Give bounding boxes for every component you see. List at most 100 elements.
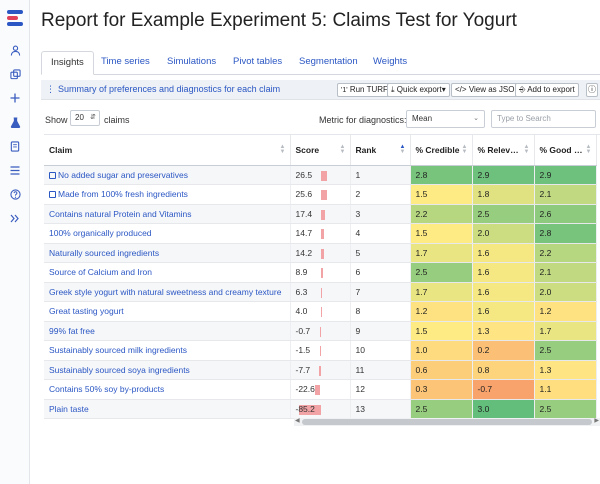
table-row[interactable]: Made from 100% fresh ingredients 25.6 2 1.5… xyxy=(44,184,597,205)
credible-cell: 2.8 xyxy=(410,165,473,185)
help-circle-icon: ⓘ xyxy=(588,85,596,94)
table-row[interactable]: Source of Calcium and Iron 8.9 6 2.5 1.6 2.1 xyxy=(44,262,597,283)
score-cell: -7.7 xyxy=(290,360,351,380)
table-row[interactable]: No added sugar and preservatives 26.5 1 2.8… xyxy=(44,165,597,185)
tab-segmentation[interactable]: Segmentation xyxy=(299,56,358,67)
claim-cell[interactable]: No added sugar and preservatives xyxy=(44,165,291,185)
relevant-cell: -0.7 xyxy=(472,379,535,400)
layers-icon[interactable] xyxy=(5,64,25,84)
relevant-cell: 1.8 xyxy=(472,184,535,205)
table-row[interactable]: Plain taste -85.2 13 2.5 3.0 2.5 xyxy=(44,399,597,419)
tab-time-series[interactable]: Time series xyxy=(101,56,150,67)
flask-icon[interactable] xyxy=(5,112,25,132)
document-icon[interactable] xyxy=(5,136,25,156)
rank-cell: 12 xyxy=(350,379,411,400)
score-cell: 8.9 xyxy=(290,262,351,283)
tab-pivot-tables[interactable]: Pivot tables xyxy=(233,56,283,67)
table-row[interactable]: 100% organically produced 14.7 4 1.5 2.0 2.8 xyxy=(44,223,597,244)
col-header-relevant[interactable]: % Relev… ▲ ▼ xyxy=(472,135,535,166)
claim-cell[interactable]: Source of Calcium and Iron xyxy=(44,262,291,283)
table-row[interactable]: Contains 50% soy by-products -22.6 12 0.3 -0… xyxy=(44,379,597,400)
good-cell: 1.3 xyxy=(534,360,597,380)
good-cell: 2.6 xyxy=(534,204,597,224)
score-cell: -0.7 xyxy=(290,321,351,341)
claim-cell[interactable]: Naturally sourced ingredients xyxy=(44,243,291,263)
claim-cell[interactable]: Greek style yogurt with natural sweetnes… xyxy=(44,282,291,302)
download-icon: ⤓ xyxy=(391,85,395,94)
good-cell: 2.9 xyxy=(534,165,597,185)
claim-cell[interactable]: Great tasting yogurt xyxy=(44,301,291,322)
summary-heading[interactable]: ⋮ Summary of preferences and diagnostics … xyxy=(46,84,280,95)
claim-cell[interactable]: Contains natural Protein and Vitamins xyxy=(44,204,291,224)
good-cell: 2.2 xyxy=(534,243,597,263)
credible-cell: 1.2 xyxy=(410,301,473,322)
table-row[interactable]: Sustainably sourced soya ingredients -7.7… xyxy=(44,360,597,380)
tab-bar: Insights Time series Simulations Pivot t… xyxy=(41,51,600,75)
claim-cell[interactable]: Contains 50% soy by-products xyxy=(44,379,291,400)
table-body: No added sugar and preservatives 26.5 1 2.8… xyxy=(44,165,597,419)
col-header-rank[interactable]: Rank ▲ ▼ xyxy=(350,135,411,166)
score-bar xyxy=(320,287,323,298)
credible-cell: 1.7 xyxy=(410,243,473,263)
rank-cell: 8 xyxy=(350,301,411,322)
credible-cell: 1.0 xyxy=(410,340,473,361)
table-row[interactable]: Naturally sourced ingredients 14.2 5 1.7 1.6… xyxy=(44,243,597,263)
table-row[interactable]: Great tasting yogurt 4.0 8 1.2 1.6 1.2 xyxy=(44,301,597,322)
table-header-row: Claim ▲ ▼ Score ▲ ▼ Rank ▲ ▼ % Credible ▲ ▼ % Re… xyxy=(44,135,597,166)
claim-cell[interactable]: 100% organically produced xyxy=(44,223,291,244)
col-header-score[interactable]: Score ▲ ▼ xyxy=(290,135,351,166)
relevant-cell: 2.0 xyxy=(472,223,535,244)
tab-insights[interactable]: Insights xyxy=(41,51,94,75)
claim-cell[interactable]: Made from 100% fresh ingredients xyxy=(44,184,291,205)
left-rail xyxy=(0,0,30,484)
plus-icon[interactable] xyxy=(5,88,25,108)
col-header-good[interactable]: % Good … ▲ ▼ xyxy=(534,135,597,166)
score-bar xyxy=(314,385,321,395)
col-header-credible[interactable]: % Credible ▲ ▼ xyxy=(410,135,473,166)
info-button[interactable]: ⓘ xyxy=(586,83,598,97)
search-input[interactable]: Type to Search xyxy=(491,110,596,128)
claim-cell[interactable]: Plain taste xyxy=(44,399,291,419)
tab-weights[interactable]: Weights xyxy=(373,56,408,67)
claim-cell[interactable]: Sustainably sourced milk ingredients xyxy=(44,340,291,361)
table-row[interactable]: Greek style yogurt with natural sweetnes… xyxy=(44,282,597,302)
table-row[interactable]: Sustainably sourced milk ingredients -1.5… xyxy=(44,340,597,361)
add-to-export-button[interactable]: ⎆ Add to export xyxy=(515,83,579,97)
page-size-select[interactable]: 20 ⇵ xyxy=(70,110,100,126)
lock-icon xyxy=(49,191,56,199)
horizontal-scrollbar[interactable]: ◀ ▶ xyxy=(294,418,600,426)
credible-cell: 2.5 xyxy=(410,399,473,419)
table-row[interactable]: 99% fat free -0.7 9 1.5 1.3 1.7 xyxy=(44,321,597,341)
scroll-right-icon[interactable]: ▶ xyxy=(594,418,599,424)
scroll-left-icon[interactable]: ◀ xyxy=(295,418,300,424)
metric-label: Metric for diagnostics: xyxy=(319,115,407,125)
credible-cell: 1.5 xyxy=(410,184,473,205)
tab-simulations[interactable]: Simulations xyxy=(167,56,217,67)
col-header-claim[interactable]: Claim ▲ ▼ xyxy=(44,135,291,166)
user-icon[interactable] xyxy=(5,40,25,60)
score-bar xyxy=(320,190,328,200)
scrollbar-thumb[interactable] xyxy=(302,419,592,425)
metric-select[interactable]: Mean ⌄ xyxy=(406,110,485,128)
rank-cell: 10 xyxy=(350,340,411,361)
page-title: Report for Example Experiment 5: Claims … xyxy=(41,10,517,31)
claim-cell[interactable]: 99% fat free xyxy=(44,321,291,341)
expand-icon[interactable] xyxy=(5,208,25,228)
summary-bar: ⋮ Summary of preferences and diagnostics … xyxy=(41,80,600,100)
rank-cell: 4 xyxy=(350,223,411,244)
export-icon: ⎆ xyxy=(519,85,526,94)
list-icon[interactable] xyxy=(5,160,25,180)
good-cell: 2.1 xyxy=(534,184,597,205)
sort-icon: ▲ ▼ xyxy=(585,144,592,155)
claim-cell[interactable]: Sustainably sourced soya ingredients xyxy=(44,360,291,380)
score-bar xyxy=(320,229,325,239)
table-row[interactable]: Contains natural Protein and Vitamins 17.… xyxy=(44,204,597,224)
turf-icon: '1' xyxy=(341,87,348,94)
quick-export-button[interactable]: ⤓ Quick export▾ xyxy=(387,83,450,97)
help-icon[interactable] xyxy=(5,184,25,204)
view-as-json-button[interactable]: </> View as JSON xyxy=(451,83,525,97)
score-cell: 14.2 xyxy=(290,243,351,263)
run-turf-button[interactable]: '1' Run TURF xyxy=(337,83,392,97)
chevron-down-icon: ⌄ xyxy=(473,115,479,122)
